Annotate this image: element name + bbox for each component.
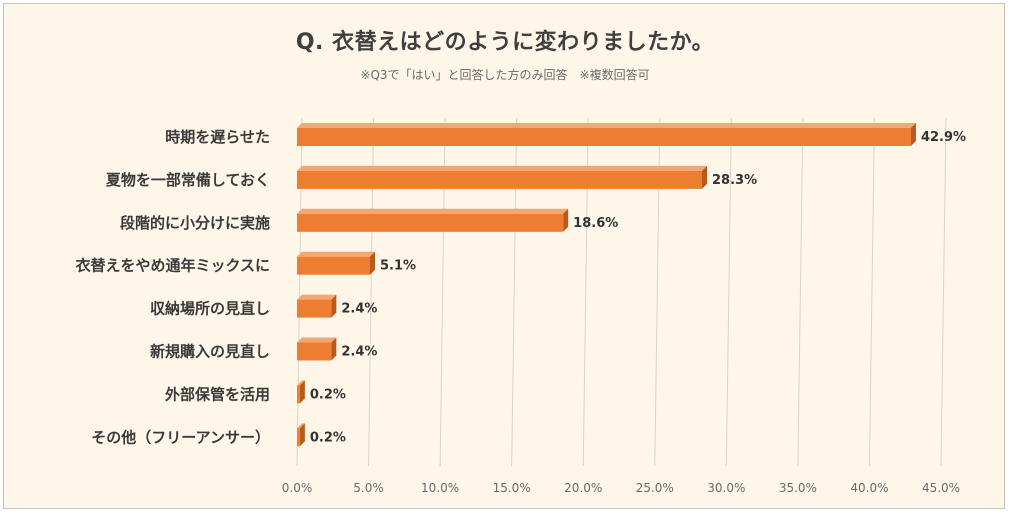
bar-side-face: [910, 123, 916, 146]
category-label: 新規購入の見直し: [150, 343, 270, 361]
gridline: [940, 117, 947, 467]
bar-top-face: [297, 123, 916, 128]
bar-top-face: [297, 423, 305, 429]
bar-side-face: [331, 294, 337, 318]
bar-side-face: [299, 380, 305, 404]
category-label: 衣替えをやめ通年ミックスに: [75, 257, 270, 275]
gridline: [725, 117, 732, 467]
bar-side-face: [369, 251, 375, 275]
bar: [297, 428, 300, 447]
bar-top-face: [297, 165, 708, 171]
category-label: 収納場所の見直し: [150, 300, 270, 318]
bar-top-face: [297, 208, 569, 214]
bar: [297, 170, 703, 189]
x-tick-label: 20.0%: [564, 481, 602, 495]
category-label: 時期を遅らせた: [165, 128, 270, 146]
value-label: 0.2%: [310, 430, 346, 445]
value-label: 42.9%: [921, 130, 966, 145]
bar-side-face: [563, 208, 569, 232]
category-label: その他（フリーアンサー）: [91, 428, 270, 446]
x-tick-label: 5.0%: [353, 481, 384, 495]
chart-title: Q. 衣替えはどのように変わりましたか。: [295, 30, 715, 55]
category-label: 夏物を一部常備しておく: [105, 171, 270, 189]
bar-side-face: [331, 337, 337, 361]
gridline: [797, 117, 804, 467]
bar-side-face: [299, 423, 305, 447]
bar-top-face: [297, 337, 337, 343]
x-tick-label: 25.0%: [636, 481, 674, 495]
value-label: 5.1%: [380, 259, 416, 274]
x-tick-label: 40.0%: [850, 481, 888, 495]
category-label: 段階的に小分けに実施: [120, 214, 270, 232]
value-label: 2.4%: [341, 345, 377, 360]
category-label: 外部保管を活用: [164, 385, 270, 403]
x-tick-label: 35.0%: [779, 481, 817, 495]
bar-side-face: [702, 165, 708, 189]
value-label: 0.2%: [310, 387, 346, 402]
bar-top-face: [297, 294, 337, 300]
bar: [297, 385, 300, 404]
chart-frame: [3, 3, 1005, 509]
chart-subtitle: ※Q3で「はい」と回答した方のみ回答 ※複数回答可: [360, 68, 650, 82]
bar-top-face: [297, 380, 305, 386]
x-tick-label: 30.0%: [707, 481, 745, 495]
x-tick-label: 10.0%: [421, 481, 459, 495]
bar: [297, 213, 564, 232]
value-label: 18.6%: [573, 216, 618, 231]
gridline: [868, 117, 875, 467]
bar: [297, 342, 332, 361]
bar-top-face: [297, 251, 375, 257]
x-tick-label: 0.0%: [282, 481, 313, 495]
value-label: 28.3%: [712, 173, 757, 188]
bar: [297, 256, 370, 275]
bar: [297, 128, 911, 146]
bar: [297, 299, 332, 318]
value-label: 2.4%: [341, 302, 377, 317]
x-tick-label: 45.0%: [922, 481, 960, 495]
x-tick-label: 15.0%: [493, 481, 531, 495]
